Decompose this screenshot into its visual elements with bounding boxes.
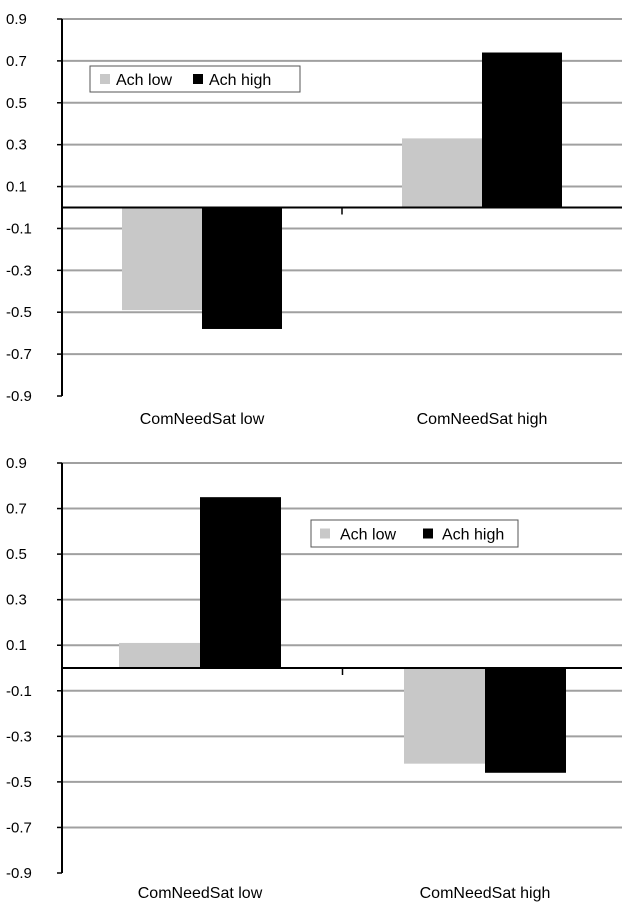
y-tick-label: 0.9: [6, 455, 27, 472]
y-tick-label: 0.5: [6, 546, 27, 563]
y-tick-label: 0.7: [6, 501, 27, 518]
y-tick-label: -0.3: [6, 262, 32, 279]
x-category-label: ComNeedSat high: [417, 411, 548, 428]
y-tick-label: -0.5: [6, 774, 32, 791]
bar-ach-high: [200, 497, 281, 668]
legend-swatch: [320, 528, 330, 539]
bar-ach-low: [402, 138, 482, 208]
legend-label: Ach low: [340, 527, 396, 544]
y-tick-label: 0.3: [6, 137, 27, 154]
legend-label: Ach high: [209, 72, 271, 89]
x-category-label: ComNeedSat high: [420, 885, 551, 902]
y-tick-label: -0.1: [6, 220, 32, 237]
y-tick-label: -0.7: [6, 819, 32, 836]
y-tick-label: -0.5: [6, 304, 32, 321]
y-tick-label: -0.9: [6, 865, 32, 882]
x-category-label: ComNeedSat low: [140, 411, 265, 428]
chart-2: 0.9 0.7 0.5 0.3 0.1 -0.1 -0.3 -0.5 -0.7 -0.9 ComNe…: [6, 455, 622, 902]
y-tick-label: 0.5: [6, 95, 27, 112]
y-tick-label: 0.1: [6, 179, 27, 196]
legend-swatch: [193, 74, 203, 84]
y-tick-label: -0.9: [6, 388, 32, 405]
y-tick-label: -0.7: [6, 346, 32, 363]
y-tick-label: 0.3: [6, 592, 27, 609]
y-tick-label: -0.3: [6, 728, 32, 745]
bar-ach-low: [122, 207, 202, 311]
bar-ach-high: [202, 207, 282, 329]
legend-box: [310, 519, 519, 548]
y-tick-label: 0.1: [6, 637, 27, 654]
legend-swatch: [423, 528, 433, 539]
y-tick-label: 0.9: [6, 11, 27, 28]
bar-ach-high: [482, 52, 562, 208]
x-category-label: ComNeedSat low: [138, 885, 263, 902]
bar-ach-high: [485, 668, 566, 773]
legend-swatch: [100, 74, 110, 84]
chart-1: 0.9 0.7 0.5 0.3 0.1 -0.1 -0.3 -0.5 -0.7 -0.9 ComNe…: [6, 11, 622, 428]
y-tick-label: 0.7: [6, 53, 27, 70]
legend-label: Ach low: [116, 72, 172, 89]
y-tick-label: -0.1: [6, 683, 32, 700]
bar-ach-low: [404, 668, 485, 764]
bar-ach-low: [119, 642, 200, 668]
legend-label: Ach high: [442, 527, 504, 544]
